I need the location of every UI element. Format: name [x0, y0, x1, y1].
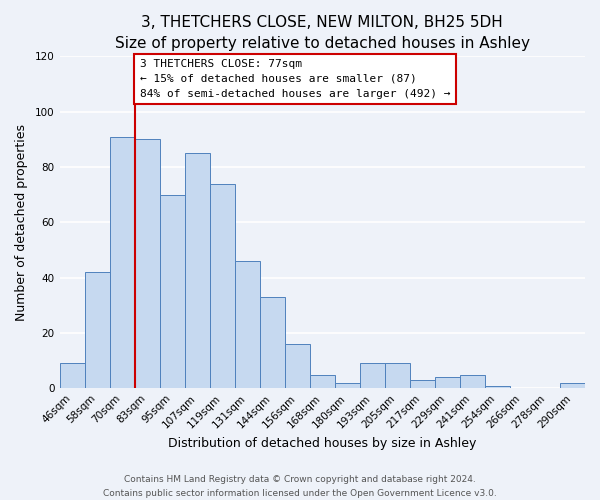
Bar: [485, 386, 510, 388]
Bar: [85, 272, 110, 388]
Y-axis label: Number of detached properties: Number of detached properties: [15, 124, 28, 321]
Bar: [335, 383, 360, 388]
Bar: [185, 153, 209, 388]
Text: Contains HM Land Registry data © Crown copyright and database right 2024.
Contai: Contains HM Land Registry data © Crown c…: [103, 476, 497, 498]
Bar: [134, 140, 160, 388]
Title: 3, THETCHERS CLOSE, NEW MILTON, BH25 5DH
Size of property relative to detached h: 3, THETCHERS CLOSE, NEW MILTON, BH25 5DH…: [115, 15, 530, 51]
Text: 3 THETCHERS CLOSE: 77sqm
← 15% of detached houses are smaller (87)
84% of semi-d: 3 THETCHERS CLOSE: 77sqm ← 15% of detach…: [140, 59, 450, 98]
Bar: [360, 364, 385, 388]
Bar: [260, 297, 285, 388]
Bar: [435, 378, 460, 388]
X-axis label: Distribution of detached houses by size in Ashley: Distribution of detached houses by size …: [168, 437, 476, 450]
Bar: [59, 364, 85, 388]
Bar: [560, 383, 585, 388]
Bar: [460, 374, 485, 388]
Bar: [160, 194, 185, 388]
Bar: [285, 344, 310, 389]
Bar: [410, 380, 435, 388]
Bar: [385, 364, 410, 388]
Bar: [310, 374, 335, 388]
Bar: [209, 184, 235, 388]
Bar: [110, 136, 134, 388]
Bar: [235, 261, 260, 388]
